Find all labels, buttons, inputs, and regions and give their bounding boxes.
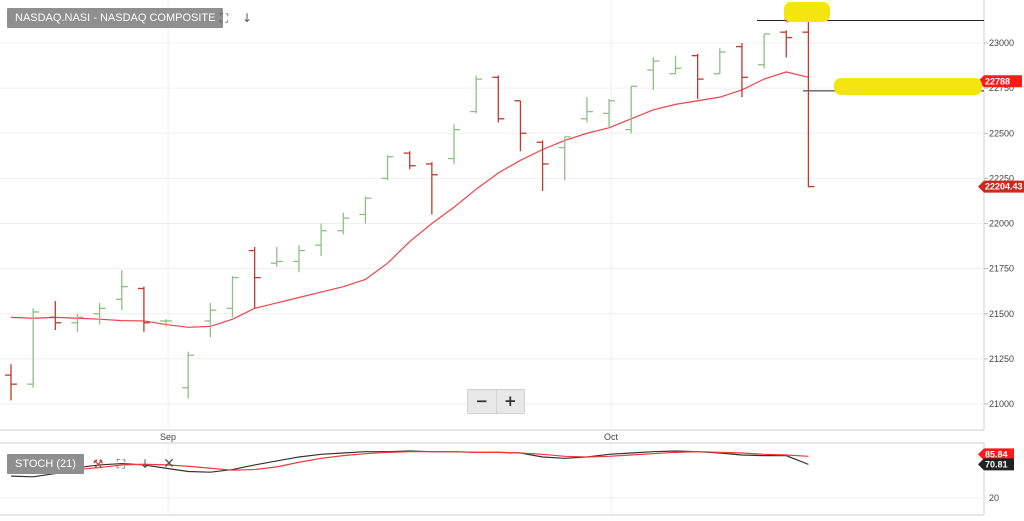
- highlight-mark-top: [784, 2, 830, 22]
- y-tick-label: 22250: [989, 173, 1014, 183]
- price-tag: [978, 75, 1022, 88]
- ma-series-line: [10, 71, 809, 328]
- x-tick-label: Oct: [604, 432, 619, 442]
- price-tag-label: 22788: [985, 76, 1010, 86]
- stoch-tag-label: 70.81: [985, 459, 1008, 469]
- zoom-in-button[interactable]: +: [495, 390, 525, 413]
- expand-icon[interactable]: ⛶: [116, 457, 126, 471]
- highlight-mark-level: [834, 78, 982, 95]
- price-tag-label: 22204.43: [985, 182, 1023, 192]
- symbol-label[interactable]: NASDAQ.NASI - NASDAQ COMPOSITE: [7, 8, 224, 28]
- download-icon[interactable]: ↓: [241, 11, 253, 25]
- price-tag: [978, 180, 1024, 193]
- y-tick-label: 20: [989, 493, 999, 503]
- y-tick-label: 22750: [989, 83, 1014, 93]
- y-tick-label: 22000: [989, 219, 1014, 229]
- settings-icon[interactable]: ⚒: [92, 457, 104, 471]
- y-tick-label: 21250: [989, 354, 1014, 364]
- stoch-label[interactable]: STOCH (21): [7, 454, 84, 474]
- stoch-k-line: [10, 450, 809, 478]
- expand-icon[interactable]: ⛶: [219, 11, 229, 25]
- download-icon[interactable]: ↓: [139, 457, 151, 471]
- y-tick-label: 22500: [989, 128, 1014, 138]
- y-tick-label: 21750: [989, 264, 1014, 274]
- stoch-tag-label: 85.84: [985, 449, 1008, 459]
- stoch-d-line: [10, 451, 809, 473]
- x-tick-label: Sep: [160, 432, 176, 442]
- y-tick-label: 21000: [989, 399, 1014, 409]
- y-tick-label: 21500: [989, 309, 1014, 319]
- stoch-tag: [978, 458, 1014, 471]
- y-tick-label: 23000: [989, 38, 1014, 48]
- close-icon[interactable]: ✕: [163, 456, 175, 472]
- zoom-controls: − +: [467, 389, 525, 414]
- stoch-tag: [978, 448, 1014, 461]
- zoom-out-button[interactable]: −: [475, 392, 489, 410]
